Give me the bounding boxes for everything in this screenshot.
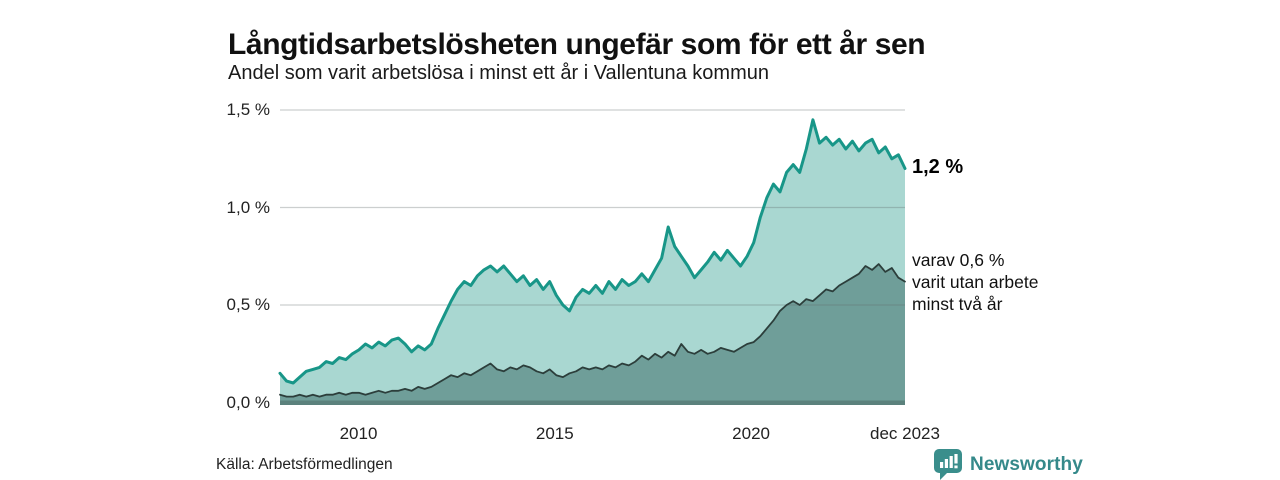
line-long-term-total bbox=[278, 118, 907, 385]
brand-name: Newsworthy bbox=[970, 453, 1083, 475]
newsworthy-brand: Newsworthy bbox=[934, 449, 1083, 480]
line-two-years-plus bbox=[279, 263, 906, 398]
x-tick-label: 2015 bbox=[535, 424, 574, 443]
y-tick-label: 1,0 % bbox=[226, 197, 270, 217]
subseries-annotation: varav 0,6 % varit utan arbete minst två … bbox=[912, 249, 1038, 315]
y-tick-label: 0,5 % bbox=[226, 295, 270, 314]
x-tick-label: 2010 bbox=[339, 424, 378, 443]
newsworthy-chart-bubble-icon bbox=[934, 449, 962, 480]
page-subtitle: Andel som varit arbetslösa i minst ett å… bbox=[228, 62, 769, 84]
area-two-years-plus bbox=[280, 264, 905, 403]
x-tick-label: 2020 bbox=[732, 424, 770, 443]
source-credit: Källa: Arbetsförmedlingen bbox=[216, 456, 393, 473]
y-tick-label: 1,5 % bbox=[226, 100, 270, 119]
subseries-annotation-line: minst två år bbox=[912, 293, 1003, 314]
subseries-annotation-line: varit utan arbete bbox=[912, 271, 1039, 292]
page-title: Långtidsarbetslösheten ungefär som för e… bbox=[228, 28, 926, 62]
y-tick-label: 0,0 % bbox=[226, 392, 270, 412]
x-axis-baseline bbox=[280, 400, 905, 405]
area-long-term-total bbox=[280, 119, 905, 403]
latest-value-label: 1,2 % bbox=[912, 155, 964, 178]
subseries-annotation-line: varav 0,6 % bbox=[912, 249, 1005, 270]
x-tick-label: dec 2023 bbox=[870, 424, 940, 443]
